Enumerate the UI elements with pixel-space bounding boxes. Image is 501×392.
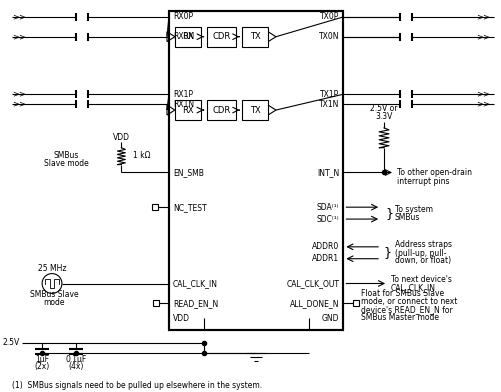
Bar xyxy=(242,27,268,47)
Text: CAL_CLK_IN: CAL_CLK_IN xyxy=(390,283,435,292)
Text: >>: >> xyxy=(475,32,489,41)
Polygon shape xyxy=(167,105,174,115)
Text: RX: RX xyxy=(182,105,193,114)
Text: TX0N: TX0N xyxy=(318,32,339,41)
Text: RX1P: RX1P xyxy=(173,90,192,99)
Bar xyxy=(174,27,200,47)
Text: RX1N: RX1N xyxy=(173,100,194,109)
Text: SDA⁽¹⁾: SDA⁽¹⁾ xyxy=(316,203,339,212)
Text: device's READ_EN_N for: device's READ_EN_N for xyxy=(361,305,452,314)
Text: >>: >> xyxy=(13,32,27,41)
Text: >>: >> xyxy=(13,100,27,109)
Text: 25 MHz: 25 MHz xyxy=(38,264,66,273)
Bar xyxy=(206,27,236,47)
Text: >>: >> xyxy=(475,13,489,22)
Text: SMBus: SMBus xyxy=(53,151,79,160)
Text: mode: mode xyxy=(43,298,65,307)
Text: 2.5V or: 2.5V or xyxy=(370,103,397,113)
Text: VDD: VDD xyxy=(113,133,130,142)
Text: RX0N: RX0N xyxy=(173,32,194,41)
Text: VDD: VDD xyxy=(173,314,189,323)
Text: CDR: CDR xyxy=(212,32,230,41)
Bar xyxy=(169,11,343,330)
Text: TX1P: TX1P xyxy=(320,90,339,99)
Text: ADDR0: ADDR0 xyxy=(312,242,339,251)
Text: }: } xyxy=(384,207,392,220)
Text: (2x): (2x) xyxy=(35,362,50,371)
Bar xyxy=(206,100,236,120)
Bar xyxy=(153,300,159,306)
Text: EN_SMB: EN_SMB xyxy=(173,168,203,177)
Text: TX: TX xyxy=(249,32,260,41)
Text: 3.3V: 3.3V xyxy=(375,113,392,122)
Text: >>: >> xyxy=(475,90,489,99)
Polygon shape xyxy=(167,32,174,42)
Text: SDC⁽¹⁾: SDC⁽¹⁾ xyxy=(316,214,339,223)
Text: ADDR1: ADDR1 xyxy=(312,254,339,263)
Bar xyxy=(152,204,158,210)
Text: mode, or connect to next: mode, or connect to next xyxy=(361,297,457,306)
Text: READ_EN_N: READ_EN_N xyxy=(173,299,218,308)
Text: GND: GND xyxy=(321,314,339,323)
Text: 2.5V: 2.5V xyxy=(2,338,19,347)
Text: (pull-up, pull-: (pull-up, pull- xyxy=(394,249,445,258)
Text: TX0P: TX0P xyxy=(320,13,339,22)
Text: (1)  SMBus signals need to be pulled up elsewhere in the system.: (1) SMBus signals need to be pulled up e… xyxy=(13,381,262,390)
Text: >>: >> xyxy=(13,13,27,22)
Text: down, or float): down, or float) xyxy=(394,256,450,265)
Text: 1 kΩ: 1 kΩ xyxy=(133,151,150,160)
Polygon shape xyxy=(268,105,276,115)
Text: interrupt pins: interrupt pins xyxy=(396,177,448,186)
Text: SMBus: SMBus xyxy=(394,212,419,221)
Text: >>: >> xyxy=(13,90,27,99)
Text: INT_N: INT_N xyxy=(317,168,339,177)
Text: 0.1μF: 0.1μF xyxy=(65,355,86,364)
Text: Slave mode: Slave mode xyxy=(44,159,88,168)
Text: }: } xyxy=(382,246,390,259)
Text: To other open-drain: To other open-drain xyxy=(396,168,471,177)
Text: Address straps: Address straps xyxy=(394,240,451,249)
Text: To system: To system xyxy=(394,205,432,214)
Bar xyxy=(242,100,268,120)
Text: TX1N: TX1N xyxy=(319,100,339,109)
Text: TX: TX xyxy=(249,105,260,114)
Text: RX: RX xyxy=(182,32,193,41)
Text: SMBus Slave: SMBus Slave xyxy=(30,290,78,299)
Text: NC_TEST: NC_TEST xyxy=(173,203,206,212)
Text: ALL_DONE_N: ALL_DONE_N xyxy=(290,299,339,308)
Text: Float for SMBus Slave: Float for SMBus Slave xyxy=(361,289,443,298)
Bar xyxy=(174,100,200,120)
Text: RX0P: RX0P xyxy=(173,13,193,22)
Text: CAL_CLK_IN: CAL_CLK_IN xyxy=(173,279,217,288)
Text: >>: >> xyxy=(475,100,489,109)
Bar xyxy=(169,11,343,330)
Bar xyxy=(353,300,359,306)
Text: To next device's: To next device's xyxy=(390,275,451,284)
Text: 1μF: 1μF xyxy=(35,355,49,364)
Text: (4x): (4x) xyxy=(68,362,83,371)
Polygon shape xyxy=(268,32,276,42)
Text: SMBus Master mode: SMBus Master mode xyxy=(361,313,438,322)
Text: CAL_CLK_OUT: CAL_CLK_OUT xyxy=(286,279,339,288)
Text: CDR: CDR xyxy=(212,105,230,114)
